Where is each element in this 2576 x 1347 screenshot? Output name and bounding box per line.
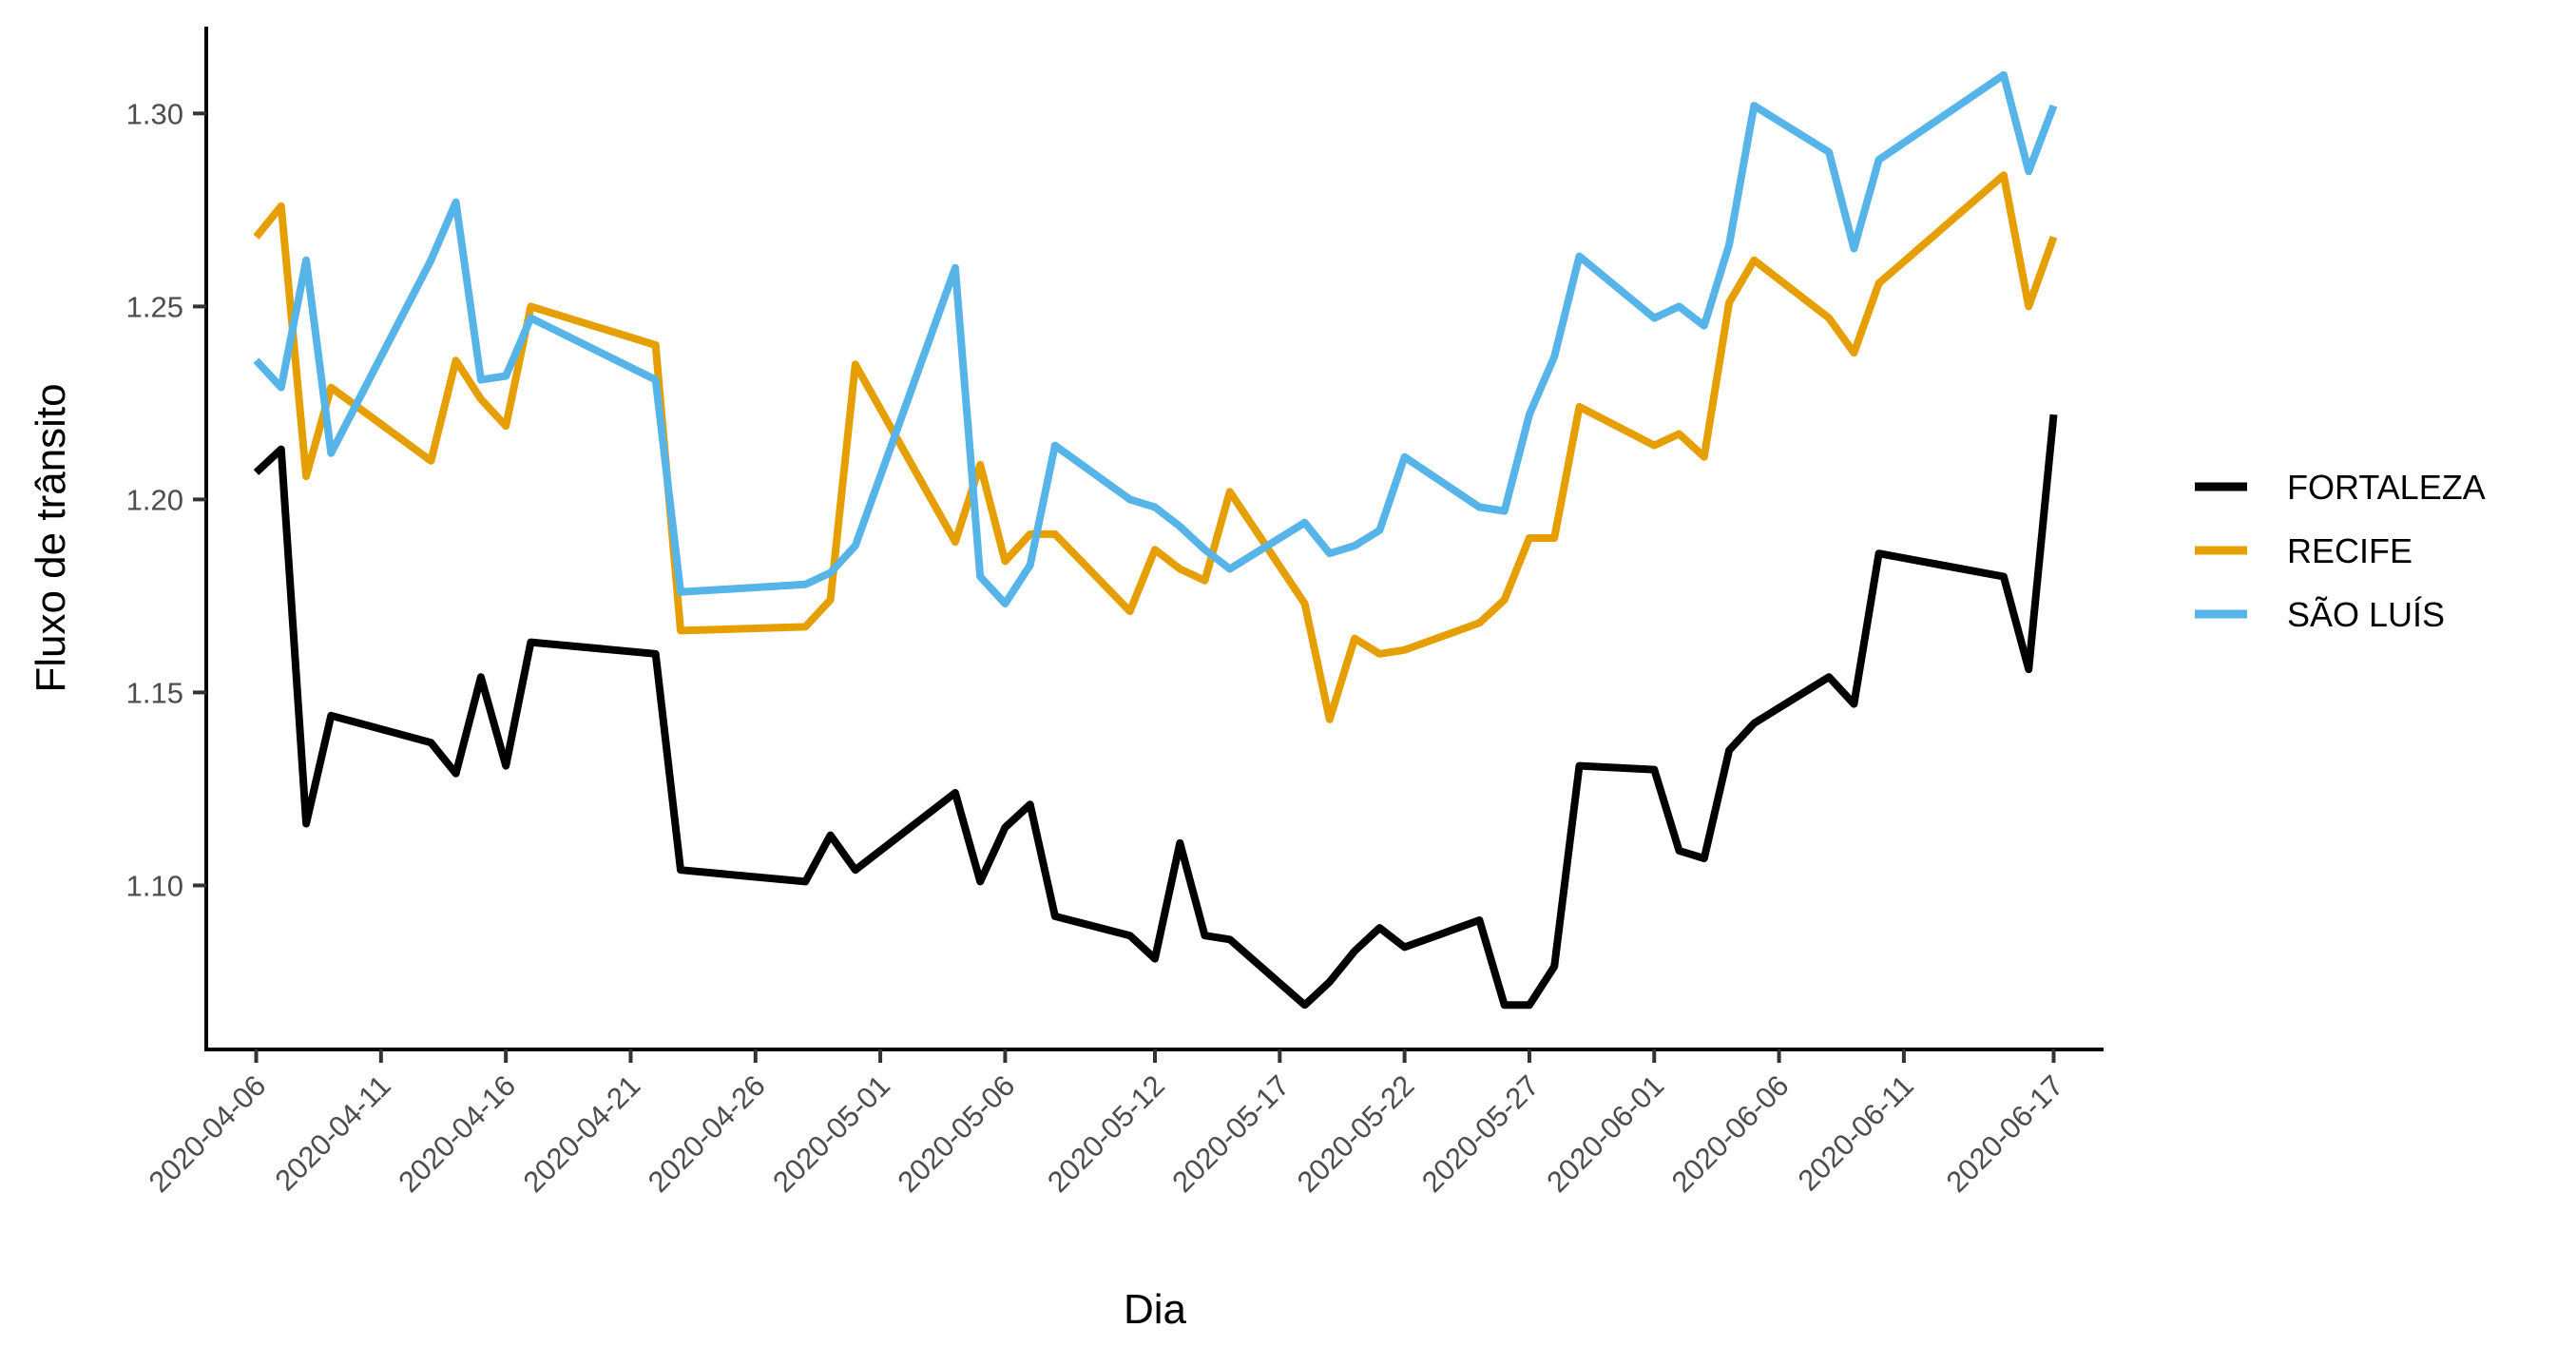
- y-tick-label: 1.30: [126, 97, 183, 130]
- x-axis-title: Dia: [1124, 1286, 1187, 1333]
- legend: FORTALEZA RECIFE SÃO LUÍS: [2195, 468, 2486, 634]
- y-tick-label: 1.25: [126, 290, 183, 323]
- y-tick-label: 1.10: [126, 869, 183, 902]
- series-line-1: [253, 171, 2058, 723]
- series-line-0: [253, 414, 2058, 1010]
- legend-label-1: RECIFE: [2287, 531, 2413, 570]
- plot-lines: [253, 70, 2058, 1010]
- y-axis-title: Fluxo de trânsito: [28, 383, 74, 692]
- y-axis-ticks: 1.10 1.15 1.20 1.25 1.30: [126, 97, 206, 902]
- legend-label-2: SÃO LUÍS: [2287, 595, 2445, 634]
- series-line-2: [253, 70, 2058, 607]
- y-tick-label: 1.20: [126, 483, 183, 516]
- legend-label-0: FORTALEZA: [2287, 468, 2486, 507]
- y-tick-label: 1.15: [126, 676, 183, 709]
